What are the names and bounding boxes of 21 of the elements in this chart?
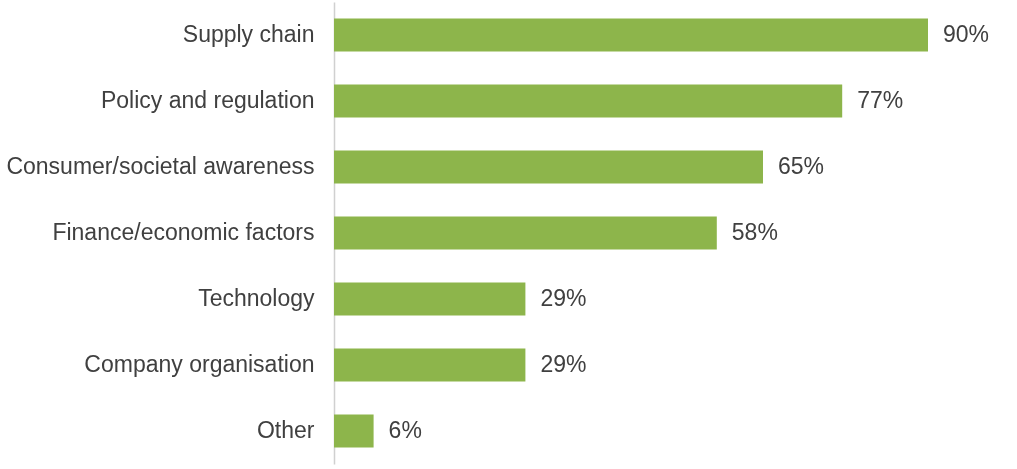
- data-label: 65%: [778, 153, 825, 179]
- bar: [334, 282, 526, 316]
- y-tick-label: Policy and regulation: [100, 87, 315, 113]
- bar: [334, 150, 763, 184]
- bar: [334, 216, 717, 250]
- bar: [334, 414, 374, 448]
- data-label: 6%: [388, 417, 422, 443]
- data-label: 58%: [731, 219, 778, 245]
- bar: [334, 18, 928, 52]
- data-label: 90%: [943, 21, 990, 47]
- y-tick-label: Other: [256, 417, 315, 443]
- y-tick-label: Technology: [198, 285, 315, 311]
- y-tick-label: Company organisation: [84, 351, 315, 377]
- y-tick-label: Consumer/societal awareness: [6, 153, 315, 179]
- bar: [334, 84, 843, 118]
- data-label: 77%: [857, 87, 904, 113]
- data-label: 29%: [540, 285, 587, 311]
- bar: [334, 348, 526, 382]
- y-tick-label: Finance/economic factors: [52, 219, 315, 245]
- y-tick-label: Supply chain: [182, 21, 315, 47]
- data-label: 29%: [540, 351, 587, 377]
